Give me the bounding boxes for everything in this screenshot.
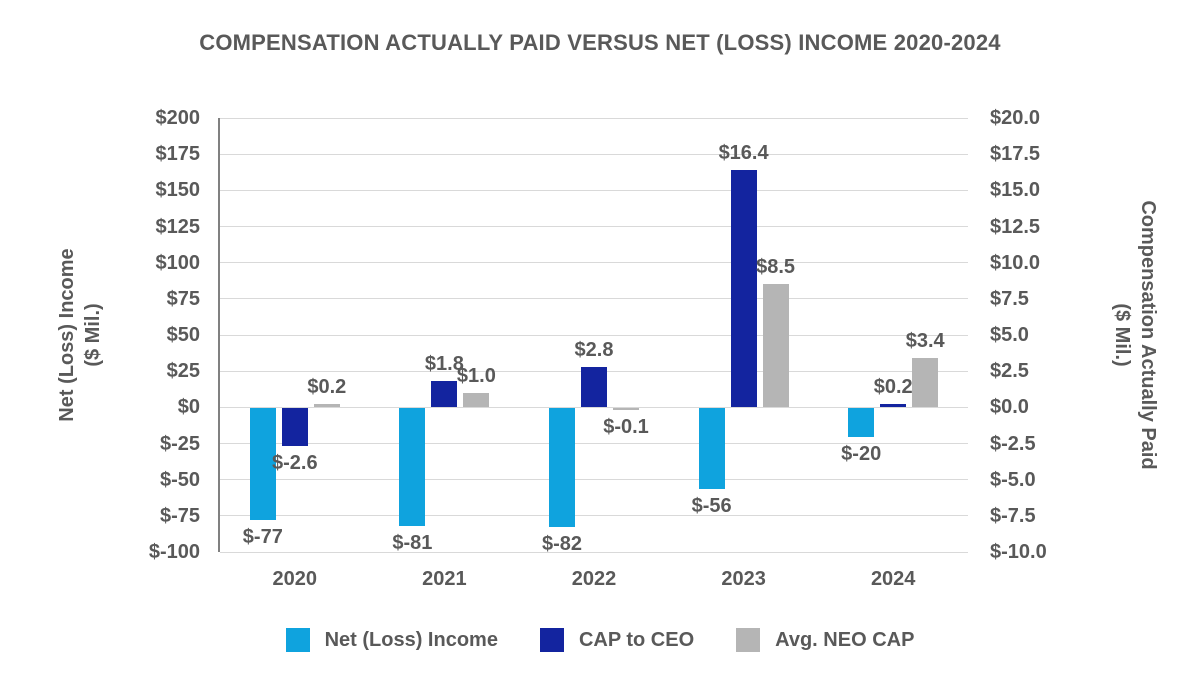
bar-cap-to-ceo-2022 [581, 366, 607, 408]
gridline [220, 443, 968, 444]
bar-cap-to-ceo-2023 [730, 170, 757, 408]
left-axis-tick: $25 [166, 360, 200, 383]
bar-value-label-cap-to-ceo-2021: $1.8 [424, 353, 464, 376]
legend-item-cap-to-ceo: CAP to CEO [539, 628, 695, 652]
x-axis-label-2024: 2024 [870, 568, 916, 590]
bar-avg-neo-cap-2024 [912, 358, 939, 408]
bar-net-loss-income-2021 [399, 408, 426, 526]
left-axis-tick: $100 [155, 251, 201, 274]
gridline [220, 479, 968, 481]
right-axis-tick: $-5.0 [990, 468, 1036, 491]
bar-avg-neo-cap-2021 [463, 392, 490, 408]
left-axis-tick: $150 [155, 179, 201, 202]
bar-value-label-cap-to-ceo-2024: $0.2 [873, 376, 913, 399]
bar-avg-neo-cap-2023 [762, 284, 789, 408]
bar-net-loss-income-2023 [698, 408, 725, 490]
right-axis-tick: $2.5 [990, 360, 1029, 383]
bar-value-label-avg-neo-cap-2023: $8.5 [756, 256, 796, 279]
left-axis-tick: $125 [155, 215, 201, 238]
right-axis-tick: $10.0 [990, 251, 1041, 274]
gridline [220, 262, 968, 264]
legend-label-net-loss-income: Net (Loss) Income [324, 628, 498, 651]
legend: Net (Loss) Income CAP to CEO Avg. NEO CAP [0, 628, 1200, 652]
bar-cap-to-ceo-2020 [281, 408, 308, 446]
left-axis-tick: $175 [155, 143, 201, 166]
left-axis-tick: $-100 [148, 541, 200, 563]
right-axis-tick: $-2.5 [990, 432, 1036, 455]
bar-value-label-avg-neo-cap-2021: $1.0 [456, 364, 496, 387]
left-axis-tick: $0 [177, 396, 200, 419]
right-axis-tick: $20.0 [990, 107, 1041, 129]
legend-label-cap-to-ceo: CAP to CEO [578, 628, 695, 651]
bar-avg-neo-cap-2022 [613, 408, 639, 411]
legend-item-net-loss-income: Net (Loss) Income [285, 628, 498, 652]
gridline [220, 551, 968, 553]
right-axis-tick: $-10.0 [990, 541, 1047, 563]
bar-net-loss-income-2020 [249, 408, 276, 520]
bar-value-label-avg-neo-cap-2024: $3.4 [905, 330, 945, 353]
legend-item-avg-neo-cap: Avg. NEO CAP [736, 628, 914, 652]
bar-cap-to-ceo-2021 [431, 381, 458, 408]
legend-swatch-avg-neo-cap [736, 628, 761, 652]
bar-value-label-net-loss-income-2024: $-20 [841, 443, 882, 466]
left-axis-line [218, 118, 220, 552]
right-axis-tick: $17.5 [990, 143, 1041, 166]
right-axis-tick: $0.0 [990, 396, 1029, 419]
left-axis-tick: $-75 [159, 504, 200, 527]
gridline [220, 153, 968, 155]
bar-value-label-net-loss-income-2022: $-82 [541, 532, 583, 555]
bar-value-label-net-loss-income-2021: $-81 [392, 531, 433, 554]
bar-cap-to-ceo-2024 [880, 404, 907, 408]
left-axis-tick: $75 [166, 287, 200, 310]
bar-value-label-avg-neo-cap-2022: $-0.1 [603, 416, 649, 439]
left-axis-tick: $200 [155, 107, 201, 129]
x-axis-label-2020: 2020 [272, 568, 318, 590]
right-axis-tick: $12.5 [990, 215, 1041, 238]
bar-value-label-avg-neo-cap-2020: $0.2 [307, 376, 347, 399]
left-axis-tick: $-25 [159, 432, 200, 455]
bar-value-label-cap-to-ceo-2020: $-2.6 [272, 451, 318, 474]
gridline [220, 298, 968, 300]
bar-value-label-cap-to-ceo-2023: $16.4 [718, 142, 769, 165]
left-axis-tick: $50 [166, 324, 200, 346]
gridline [220, 226, 968, 227]
x-axis-label-2022: 2022 [571, 568, 617, 590]
legend-label-avg-neo-cap: Avg. NEO CAP [775, 628, 915, 651]
right-axis-tick: $-7.5 [990, 504, 1036, 527]
left-axis-tick: $-50 [159, 468, 200, 491]
right-axis-tick: $5.0 [990, 324, 1029, 346]
right-axis-tick: $15.0 [990, 179, 1041, 202]
legend-swatch-net-loss-income [285, 628, 310, 652]
bar-net-loss-income-2024 [848, 408, 875, 438]
gridline [220, 406, 968, 408]
x-axis-label-2021: 2021 [422, 568, 467, 590]
bar-value-label-net-loss-income-2020: $-77 [242, 525, 283, 548]
bar-avg-neo-cap-2020 [313, 404, 340, 408]
gridline [220, 117, 968, 119]
right-axis-tick: $7.5 [990, 287, 1029, 310]
bar-value-label-net-loss-income-2023: $-56 [691, 495, 732, 518]
chart-title: COMPENSATION ACTUALLY PAID VERSUS NET (L… [199, 30, 1001, 55]
gridline [220, 334, 968, 336]
gridline [220, 189, 968, 191]
bar-net-loss-income-2022 [549, 408, 575, 527]
x-axis-label-2023: 2023 [721, 568, 766, 590]
legend-swatch-cap-to-ceo [539, 628, 564, 652]
gridline [220, 515, 968, 517]
bar-value-label-cap-to-ceo-2022: $2.8 [574, 338, 614, 361]
